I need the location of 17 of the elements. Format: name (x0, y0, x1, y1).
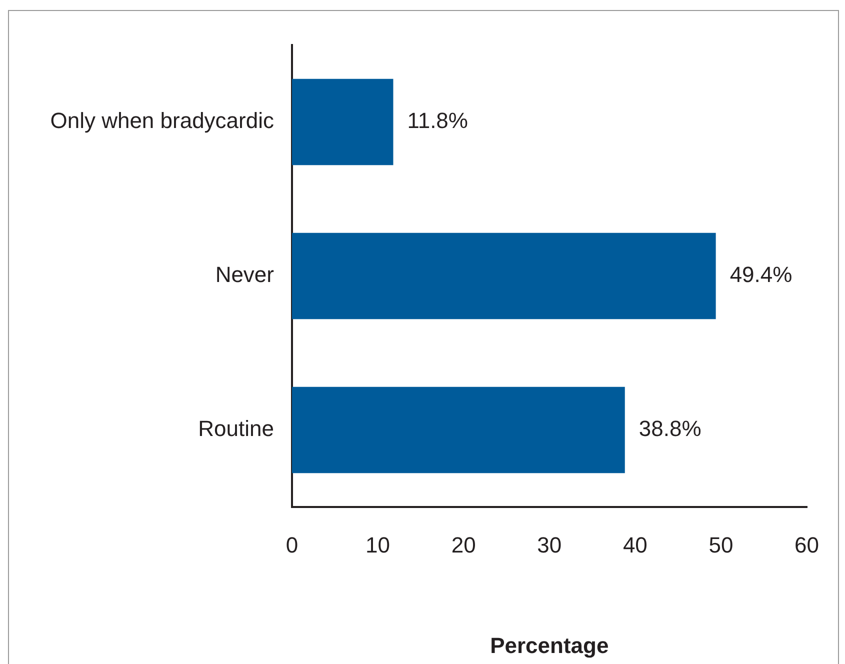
bar (292, 232, 716, 320)
x-tick-label: 50 (708, 532, 734, 558)
bar (292, 386, 625, 474)
data-label: 11.8% (407, 108, 468, 134)
data-label: 49.4% (730, 262, 792, 288)
x-tick-label: 10 (366, 532, 390, 558)
x-tick-label: 20 (451, 532, 476, 558)
x-tick-label: 60 (794, 532, 820, 558)
x-tick-label: 30 (537, 532, 562, 558)
x-tick-label: 40 (622, 532, 648, 558)
bar (292, 78, 394, 166)
y-tick-label: Routine (198, 416, 274, 442)
data-label: 38.8% (638, 416, 702, 442)
y-tick-label: Never (215, 262, 274, 288)
x-axis-title: Percentage (490, 632, 609, 658)
y-tick-label: Only when bradycardic (50, 108, 274, 134)
x-tick-label: 0 (286, 532, 298, 558)
